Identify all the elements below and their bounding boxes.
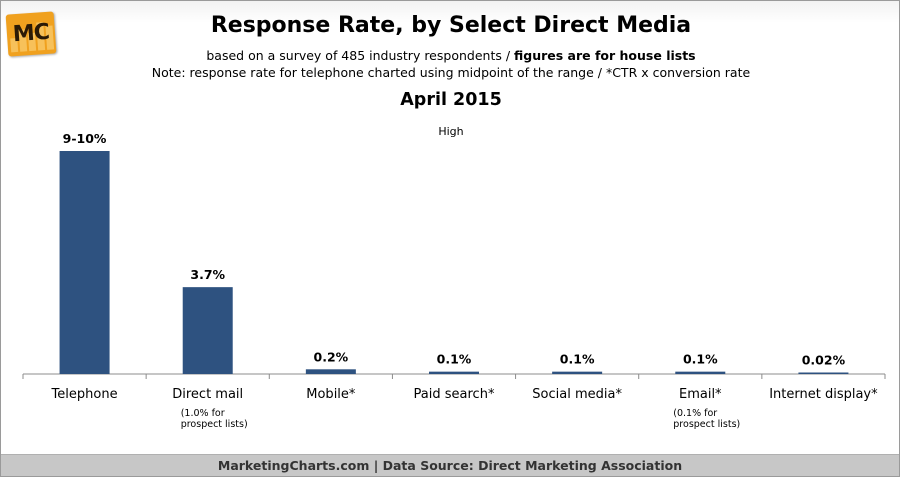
category-label: Telephone <box>51 387 118 402</box>
data-label: 0.1% <box>560 352 595 367</box>
bar-2 <box>182 287 233 374</box>
bar-chart: 9-10% Telephone 3.7% Direct mail (1.0% for pr… <box>22 131 886 430</box>
subtitle-plain: based on a survey of 485 industry respon… <box>206 48 515 63</box>
bar-1 <box>59 151 110 374</box>
bar-4 <box>429 371 479 374</box>
data-label: 3.7% <box>190 267 225 282</box>
chart-title: Response Rate, by Select Direct Media <box>210 13 692 38</box>
category-note: (0.1% for prospect lists) <box>673 408 740 430</box>
chart-subtitle: based on a survey of 485 industry respon… <box>1 48 899 63</box>
legend-label: High <box>438 125 464 138</box>
bar-7 <box>798 372 849 374</box>
data-label: 0.1% <box>437 352 472 367</box>
bar-3 <box>305 369 356 374</box>
bar-5 <box>552 371 603 374</box>
category-label: Mobile* <box>306 387 356 402</box>
category-label: Internet display* <box>769 387 878 402</box>
data-label: 0.02% <box>802 353 846 368</box>
chart-date: April 2015 <box>400 90 502 110</box>
source-footer: MarketingCharts.com | Data Source: Direc… <box>1 454 899 476</box>
subtitle-bold: figures are for house lists <box>514 48 696 63</box>
chart-note: Note: response rate for telephone charte… <box>151 65 751 80</box>
category-label: Social media* <box>532 387 622 402</box>
data-label: 0.1% <box>683 352 718 367</box>
category-label: Email* <box>679 387 722 402</box>
data-label: 0.2% <box>314 349 349 364</box>
category-label: Direct mail <box>172 387 243 402</box>
category-note: (1.0% for prospect lists) <box>181 408 248 430</box>
bar-6 <box>675 371 726 374</box>
category-label: Paid search* <box>414 387 495 402</box>
data-label: 9-10% <box>63 131 107 146</box>
